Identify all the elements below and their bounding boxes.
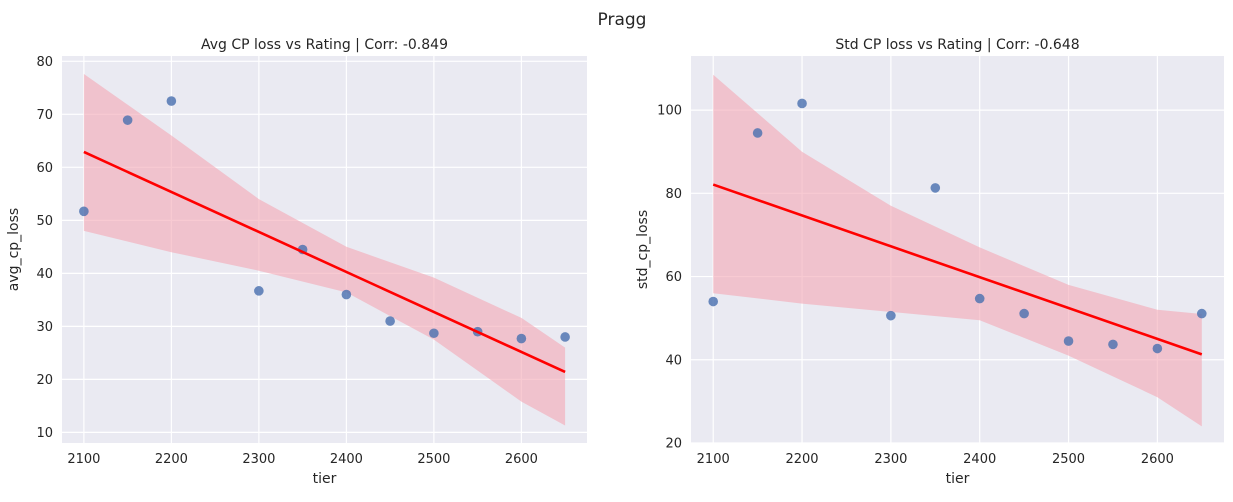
x-tick-label: 2100 [697,452,730,467]
data-point [1108,339,1118,350]
data-point [1196,308,1207,319]
data-point [560,332,570,342]
data-point [974,293,985,304]
y-axis-label: std_cp_loss [635,210,651,289]
confidence-band [83,74,566,426]
data-point [886,310,896,321]
data-point [79,206,89,217]
y-tick-label: 70 [36,108,53,123]
y-tick-label: 20 [36,373,53,388]
data-point [752,128,763,138]
y-tick-label: 60 [665,270,682,285]
y-tick-label: 20 [665,437,682,452]
data-point [930,183,941,193]
chart-title: Avg CP loss vs Rating | Corr: -0.849 [201,37,448,53]
regression-line [83,150,566,374]
data-point [797,98,807,109]
regression-line [712,183,1203,356]
data-point [254,286,264,296]
x-tick-label: 2200 [785,452,818,467]
y-tick-label: 80 [36,55,53,70]
chart-std-cp-loss: 2100 2200 2300 2400 2500 2600 20 40 60 80 100 Std C… [635,37,1224,487]
chart-title: Std CP loss vs Rating | Corr: -0.648 [835,37,1079,53]
data-point [516,333,527,344]
figure-suptitle: Pragg [598,10,647,30]
data-point [1019,308,1029,319]
y-tick-label: 100 [657,104,682,119]
x-axis-label: tier [946,471,970,487]
data-point [341,289,352,300]
y-tick-label: 40 [36,267,53,282]
x-tick-label: 2600 [1141,452,1174,467]
y-tick-label: 30 [36,320,53,335]
x-tick-label: 2300 [874,452,907,467]
y-tick-label: 60 [36,161,53,176]
y-tick-label: 40 [665,353,682,368]
data-point [1063,336,1074,346]
data-point [166,96,177,106]
y-tick-label: 50 [36,214,53,229]
x-tick-label: 2200 [155,452,188,467]
x-tick-label: 2300 [242,452,275,467]
data-point [385,316,395,326]
confidence-band [713,74,1202,427]
data-point [708,296,719,307]
x-tick-label: 2500 [417,452,450,467]
x-tick-label: 2500 [1052,452,1085,467]
x-tick-label: 2400 [963,452,996,467]
y-axis-label: avg_cp_loss [6,208,22,291]
data-point [1152,343,1163,354]
x-tick-label: 2600 [505,452,538,467]
x-tick-label: 2400 [330,452,363,467]
x-tick-label: 2100 [67,452,100,467]
x-axis-label: tier [313,471,337,487]
chart-avg-cp-loss: 2100 2200 2300 2400 2500 2600 10 20 30 40 50 60 70 80… [6,37,587,487]
y-tick-label: 10 [36,426,53,441]
data-point [122,115,133,125]
data-point [429,328,439,339]
y-tick-label: 80 [665,187,682,202]
